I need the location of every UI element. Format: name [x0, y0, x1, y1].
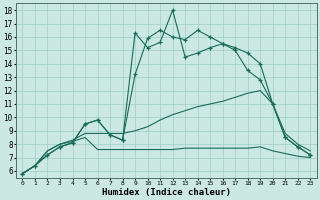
X-axis label: Humidex (Indice chaleur): Humidex (Indice chaleur) — [102, 188, 231, 197]
